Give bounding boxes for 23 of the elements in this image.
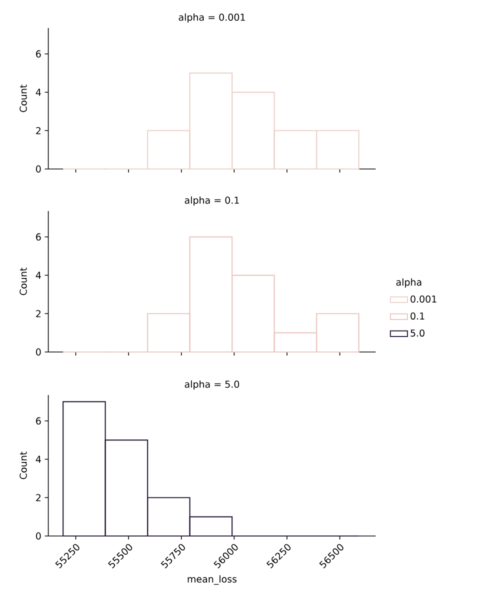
chart-title: alpha = 0.001 bbox=[178, 13, 245, 23]
y-tick-label: 6 bbox=[36, 50, 41, 58]
y-tick-label: 0 bbox=[36, 348, 41, 356]
y-axis-title: Count bbox=[20, 84, 27, 112]
y-axis-title: Count bbox=[20, 268, 27, 296]
legend-title: alpha bbox=[396, 278, 422, 288]
y-tick-label: 2 bbox=[36, 494, 40, 502]
y-tick-label: 2 bbox=[36, 310, 40, 318]
chart-title: alpha = 0.1 bbox=[184, 196, 239, 206]
y-tick-label: 2 bbox=[36, 127, 40, 134]
y-tick-label: 4 bbox=[36, 272, 41, 279]
legend-label: 0.001 bbox=[410, 295, 436, 303]
legend-label: 0.1 bbox=[410, 312, 424, 320]
y-tick-label: 0 bbox=[36, 165, 41, 173]
y-axis-title: Count bbox=[20, 452, 27, 480]
y-tick-label: 4 bbox=[36, 456, 41, 463]
y-tick-label: 4 bbox=[36, 88, 41, 96]
y-tick-label: 6 bbox=[36, 233, 41, 240]
x-axis-title: mean_loss bbox=[188, 575, 237, 585]
y-tick-label: 6 bbox=[36, 417, 41, 424]
chart-title: alpha = 5.0 bbox=[184, 380, 240, 390]
legend-label: 5.0 bbox=[410, 329, 424, 337]
y-tick-label: 0 bbox=[36, 532, 41, 540]
